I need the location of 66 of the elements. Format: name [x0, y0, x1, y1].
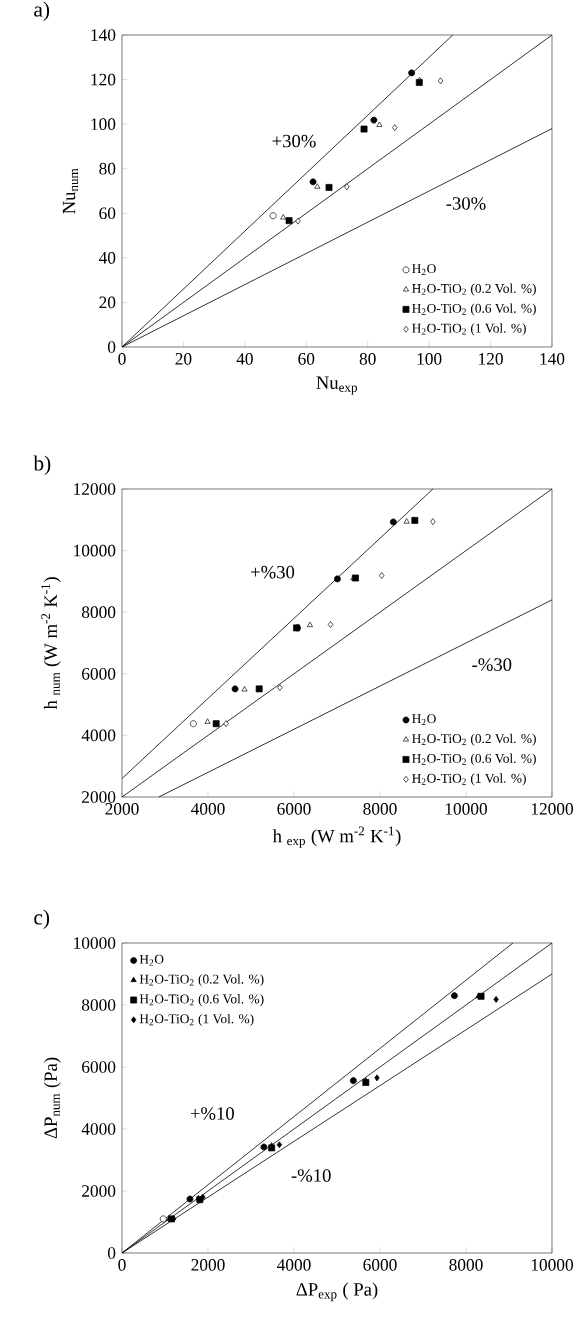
x-tick-label: 6000 — [363, 1259, 397, 1271]
legend-label: H$_{2}$O-TiO$_{2}$ (1 Vol. %) — [412, 773, 526, 786]
legend-label: H$_{2}$O-TiO$_{2}$ (0.6 Vol. %) — [412, 303, 536, 316]
legend-label: H$_{2}$O — [412, 714, 436, 726]
x-axis-title: Nu$_{exp}$ — [316, 376, 357, 395]
legend-label: H$_{2}$O-TiO$_{2}$ (1 Vol. %) — [139, 1013, 254, 1027]
chart-title: c) — [34, 909, 50, 929]
y-tick-label: 20 — [99, 296, 116, 309]
x-axis-title: ΔP$_{exp}$ ( Pa) — [296, 1282, 378, 1302]
legend-label: H$_{2}$O-TiO$_{2}$ (0.2 Vol. %) — [139, 974, 264, 987]
y-tick-label: 0 — [107, 341, 116, 353]
y-tick-label: 4000 — [81, 1123, 116, 1135]
annotation: -%30 — [472, 658, 512, 671]
legend-label: H$_{2}$O-TiO$_{2}$ (0.6 Vol. %) — [412, 753, 536, 766]
y-tick-label: 8000 — [81, 999, 116, 1011]
annotation: -30% — [446, 197, 486, 210]
y-tick-label: 6000 — [82, 667, 116, 680]
y-tick-label: 40 — [98, 252, 116, 264]
y-tick-label: 12000 — [74, 483, 116, 495]
chart-title: a) — [34, 1, 50, 21]
annotation: -%10 — [291, 1169, 331, 1182]
legend-label: H$_{2}$O-TiO$_{2}$ (0.6 Vol. %) — [139, 994, 264, 1007]
y-axis-title: ΔP$_{num}$ (Pa) — [43, 1057, 61, 1139]
y-tick-label: 6000 — [82, 1061, 116, 1073]
x-tick-label: 4000 — [277, 1259, 311, 1271]
y-tick-label: 2000 — [82, 1185, 116, 1197]
x-tick-label: 8000 — [449, 1259, 483, 1271]
chart-title: b) — [33, 455, 51, 475]
x-tick-label: 6000 — [277, 803, 311, 815]
x-tick-label: 40 — [236, 353, 253, 365]
y-axis-title: h $_{num}$ (W m$^{-2}$ K$^{-1}$) — [41, 577, 61, 710]
x-tick-label: 20 — [175, 353, 192, 365]
y-tick-label: 10000 — [74, 544, 116, 557]
x-tick-label: 2000 — [191, 1259, 225, 1271]
y-axis-title: Nu$_{num}$ — [62, 168, 79, 214]
annotation: +30% — [272, 134, 316, 148]
legend-label: H$_{2}$O-TiO$_{2}$ (1 Vol. %) — [412, 323, 526, 336]
x-tick-label: 4000 — [191, 803, 225, 815]
x-tick-label: 80 — [359, 353, 376, 365]
annotation: +%10 — [190, 1107, 234, 1120]
legend-label: H$_{2}$O-TiO$_{2}$ (0.2 Vol. %) — [412, 283, 536, 296]
x-tick-label: 0 — [118, 1259, 126, 1271]
legend-label: H$_{2}$O — [412, 264, 436, 275]
x-tick-label: 140 — [540, 353, 565, 365]
x-tick-label: 120 — [479, 353, 503, 365]
y-tick-label: 80 — [99, 162, 116, 175]
x-tick-label: 12000 — [531, 803, 574, 815]
y-tick-label: 0 — [107, 1247, 116, 1259]
y-tick-label: 8000 — [81, 606, 116, 619]
x-axis-title: h $_{exp}$ (W m$^{-2}$ K$^{-1}$) — [272, 826, 401, 848]
x-tick-label: 100 — [417, 353, 442, 365]
y-tick-label: 100 — [91, 118, 116, 130]
legend-label: H$_{2}$O-TiO$_{2}$ (0.2 Vol. %) — [412, 733, 536, 746]
x-tick-label: 10000 — [445, 803, 488, 815]
y-tick-label: 10000 — [74, 937, 116, 949]
y-tick-label: 60 — [99, 207, 116, 220]
x-tick-label: 60 — [298, 353, 315, 365]
y-tick-label: 140 — [91, 29, 116, 41]
legend-label: H$_{2}$O — [139, 954, 164, 966]
x-tick-label: 8000 — [363, 803, 397, 815]
annotation: +%30 — [251, 565, 295, 579]
x-tick-label: 10000 — [531, 1259, 574, 1271]
y-tick-label: 4000 — [81, 729, 116, 742]
y-tick-label: 120 — [91, 73, 116, 86]
y-tick-label: 2000 — [82, 791, 116, 803]
x-tick-label: 0 — [118, 353, 126, 365]
